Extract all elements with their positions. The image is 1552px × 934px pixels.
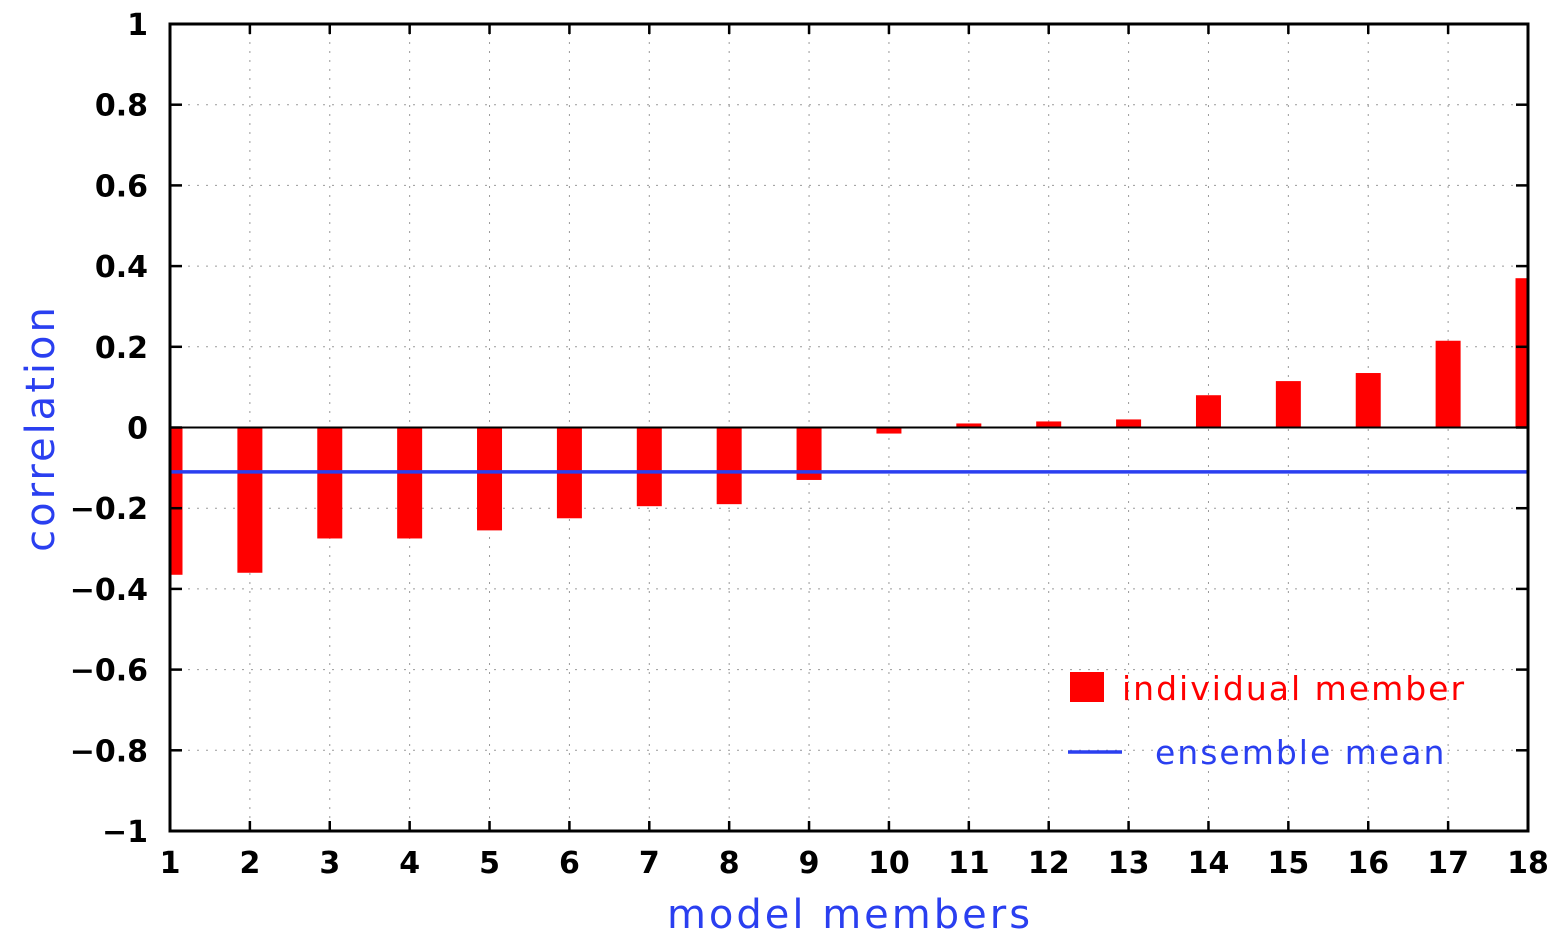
x-tick-label: 18 [1507,846,1549,881]
x-tick-label: 11 [948,846,990,881]
bar-member-13 [1116,419,1142,428]
bar-member-1 [170,427,183,575]
bar-layer [170,278,1528,575]
legend-swatch-individual-member [1070,672,1104,702]
bar-member-10 [876,427,902,434]
x-tick-label: 7 [639,846,660,881]
y-tick-label: 0.2 [95,331,148,366]
bar-member-12 [1036,421,1062,428]
x-tick-label: 17 [1427,846,1469,881]
bar-member-7 [636,427,662,507]
y-tick-label: 1 [127,8,148,43]
bar-member-14 [1195,395,1221,428]
y-tick-label: 0.8 [95,89,148,124]
x-tick-label: 4 [399,846,420,881]
bar-member-8 [716,427,742,505]
bar-member-4 [397,427,423,539]
bar-member-18 [1515,278,1528,428]
line-layer [170,426,1528,474]
x-tick-label: 12 [1028,846,1070,881]
y-tick-label: −0.4 [70,573,148,608]
bar-member-5 [477,427,503,531]
legend: individual member ensemble mean [1068,669,1466,772]
x-tick-label: 9 [799,846,820,881]
label-layer: −1−0.8−0.6−0.4−0.200.20.40.60.811 2 3 4 5 6 7 8… [70,8,1549,881]
bar-member-3 [317,427,343,539]
x-tick-label: 13 [1108,846,1150,881]
x-tick-label: 3 [319,846,340,881]
x-tick-label: 6 [559,846,580,881]
x-tick-label: 5 [479,846,500,881]
y-tick-label: −1 [102,815,148,850]
y-tick-label: 0.4 [95,250,148,285]
bar-member-17 [1435,340,1461,428]
bar-member-16 [1355,373,1381,428]
y-tick-label: −0.6 [70,654,148,689]
legend-label-individual-member: individual member [1122,669,1466,708]
x-tick-label: 14 [1188,846,1230,881]
y-tick-label: −0.8 [70,734,148,769]
bar-member-15 [1275,381,1301,428]
x-tick-label: 16 [1347,846,1389,881]
legend-label-ensemble-mean: ensemble mean [1155,733,1446,772]
y-tick-label: −0.2 [70,492,148,527]
x-tick-label: 1 [160,846,181,881]
x-tick-label: 2 [239,846,260,881]
y-tick-label: 0 [127,412,148,447]
x-tick-label: 8 [719,846,740,881]
x-axis-title: model members [667,892,1033,934]
x-tick-label: 15 [1267,846,1309,881]
bar-member-2 [237,427,263,573]
axis-layer [168,22,1530,833]
y-axis-title: correlation [18,304,64,552]
y-tick-label: 0.6 [95,169,148,204]
bar-member-11 [956,423,982,428]
x-tick-label: 10 [868,846,910,881]
